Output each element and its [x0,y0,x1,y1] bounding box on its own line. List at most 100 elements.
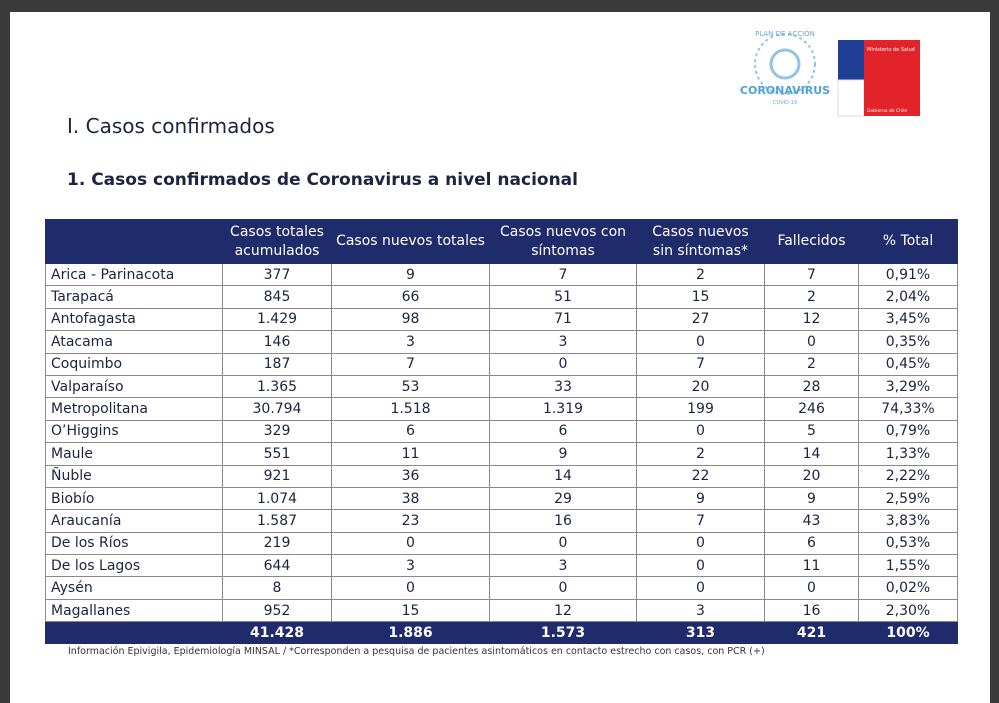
region-label: Aysén [45,576,223,600]
region-label: Maule [45,442,223,466]
region-label: Valparaíso [45,374,223,399]
table-row: Atacama 146 3 3 0 0 0,35% [45,330,958,354]
cell: 0,35% [858,330,958,354]
cell: 7 [636,509,765,533]
logo-blue [838,40,864,80]
cell: 187 [222,352,332,376]
table-row: Magallanes 952 15 12 3 16 2,30% [45,598,958,623]
cell: 30.794 [222,397,332,421]
cell: 1.587 [222,509,332,533]
cell: 11 [764,554,859,578]
cell: 16 [489,509,637,533]
region-label: Ñuble [45,464,223,488]
cell: 2 [636,442,765,466]
cell: 1.518 [331,397,490,421]
cell: 0 [331,531,490,556]
table-row: Antofagasta 1.429 98 71 27 12 3,45% [45,307,958,332]
cell: 15 [331,598,490,623]
cell: 2,22% [858,464,958,488]
cell: 8 [222,576,332,600]
total-cell: 41.428 [222,621,332,645]
cell: 9 [489,442,637,466]
column-header: Casos nuevos con síntomas [489,219,637,264]
cases-table: Casos totales acumulados Casos nuevos tot… [45,219,958,645]
cell: 7 [764,262,859,287]
cell: 27 [636,307,765,332]
cell: 7 [489,262,637,287]
cell: 0,79% [858,419,958,444]
cell: 71 [489,307,637,332]
totals-row: 41.428 1.886 1.573 313 421 100% [45,621,958,645]
cell: 2,59% [858,486,958,511]
column-header: Casos nuevos sin síntomas* [636,219,765,264]
cell: 20 [764,464,859,488]
total-cell: 100% [858,621,958,645]
cell: 6 [489,419,637,444]
table-row: De los Lagos 644 3 3 0 11 1,55% [45,554,958,578]
logo-circle [754,33,816,95]
region-label: Tarapacá [45,285,223,309]
total-cell: 313 [636,621,765,645]
cell: 16 [764,598,859,623]
footnote: Información Epivigila, Epidemiología MIN… [68,646,765,657]
region-label: De los Ríos [45,531,223,556]
region-label: Antofagasta [45,307,223,332]
cell: 3 [331,554,490,578]
cell: 51 [489,285,637,309]
cell: 3,83% [858,509,958,533]
cell: 22 [636,464,765,488]
table-row: Araucanía 1.587 23 16 7 43 3,83% [45,509,958,533]
region-label: Magallanes [45,598,223,623]
cell: 5 [764,419,859,444]
region-label: Atacama [45,330,223,354]
cell: 0 [636,531,765,556]
cell: 0 [489,352,637,376]
cell: 74,33% [858,397,958,421]
cell: 15 [636,285,765,309]
table-row: Aysén 8 0 0 0 0 0,02% [45,576,958,600]
cell: 199 [636,397,765,421]
region-label: Metropolitana [45,397,223,421]
cell: 551 [222,442,332,466]
region-label: O’Higgins [45,419,223,444]
cell: 66 [331,285,490,309]
logo-government: Gobierno de Chile [867,108,907,114]
cell: 14 [489,464,637,488]
table-row: Ñuble 921 36 14 22 20 2,22% [45,464,958,488]
cell: 219 [222,531,332,556]
cell: 20 [636,374,765,399]
region-label: Coquimbo [45,352,223,376]
cell: 12 [764,307,859,332]
table-row: Coquimbo 187 7 0 7 2 0,45% [45,352,958,376]
total-cell: 1.573 [489,621,637,645]
logo-covid: COVID-19 [773,100,797,106]
cell: 3,29% [858,374,958,399]
cell: 329 [222,419,332,444]
cell: 2,04% [858,285,958,309]
column-header: Casos totales acumulados [222,219,332,264]
cell: 0 [489,531,637,556]
cell: 1.074 [222,486,332,511]
cell: 1.429 [222,307,332,332]
cell: 3 [489,330,637,354]
cell: 9 [331,262,490,287]
cell: 0,02% [858,576,958,600]
cell: 146 [222,330,332,354]
cell: 9 [764,486,859,511]
cell: 377 [222,262,332,287]
cell: 11 [331,442,490,466]
cell: 3 [489,554,637,578]
region-label: De los Lagos [45,554,223,578]
cell: 0,53% [858,531,958,556]
cell: 2 [764,285,859,309]
table-row: Valparaíso 1.365 53 33 20 28 3,29% [45,374,958,399]
page: PLAN DE ACCIÓN CORONAVIRUS COVID-19 Mini… [10,12,990,703]
region-label: Biobío [45,486,223,511]
cell: 0 [636,419,765,444]
table-row: Metropolitana 30.794 1.518 1.319 199 246 74,33… [45,397,958,421]
table-row: O’Higgins 329 6 6 0 5 0,79% [45,419,958,444]
cell: 0 [764,576,859,600]
cell: 98 [331,307,490,332]
logo-plan: PLAN DE ACCIÓN [755,29,815,38]
